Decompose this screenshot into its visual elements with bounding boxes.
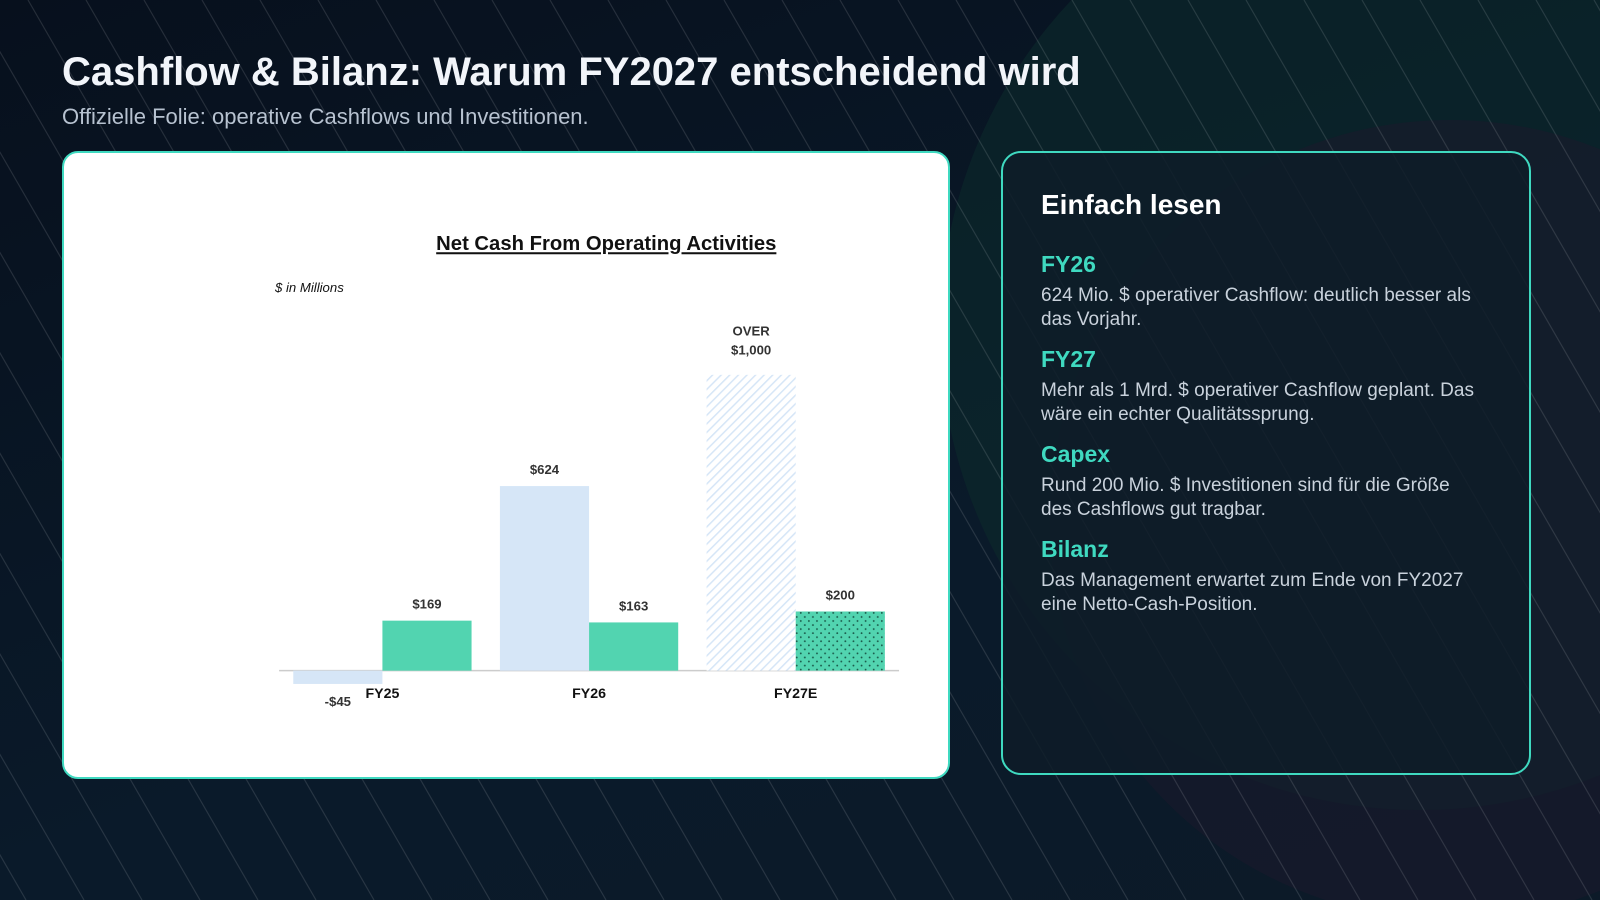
bar <box>382 620 472 671</box>
subtitle: Offizielle Folie: operative Cashflows un… <box>62 104 589 129</box>
summary-panel: Einfach lesen FY26 624 Mio. $ operativer … <box>1001 151 1531 775</box>
bar <box>293 670 383 684</box>
x-tick-label: FY27E <box>774 686 817 702</box>
bar <box>795 611 885 671</box>
summary-item: FY27 Mehr als 1 Mrd. $ operativer Cashflo… <box>1041 346 1491 427</box>
summary-item: FY26 624 Mio. $ operativer Cashflow: deut… <box>1041 251 1491 332</box>
item-text: Rund 200 Mio. $ Investitionen sind für d… <box>1041 475 1450 520</box>
unit-note: $ in Millions <box>274 280 344 295</box>
bar <box>706 374 796 671</box>
item-text: Das Management erwartet zum Ende von FY2… <box>1041 570 1464 615</box>
value-label: $163 <box>619 598 648 613</box>
x-tick-label: FY25 <box>365 686 399 702</box>
title: Cashflow & Bilanz: Warum FY2027 entschei… <box>62 50 1081 94</box>
value-label: $1,000 <box>731 343 771 358</box>
panel-title: Einfach lesen <box>1041 189 1222 220</box>
item-heading: FY26 <box>1041 251 1096 277</box>
value-label: -$45 <box>325 694 351 709</box>
chart: Net Cash From Operating Activities $ in … <box>274 233 900 709</box>
summary-item: Capex Rund 200 Mio. $ Investitionen sind … <box>1041 441 1491 522</box>
item-heading: Capex <box>1041 441 1111 467</box>
value-label: $624 <box>530 462 560 477</box>
bar <box>589 622 679 671</box>
value-label: OVER <box>732 323 770 338</box>
chart-title: Net Cash From Operating Activities <box>436 233 776 255</box>
summary-item: Bilanz Das Management erwartet zum Ende v… <box>1041 536 1491 617</box>
value-label: $200 <box>826 587 855 602</box>
bar <box>499 486 590 671</box>
item-text: Mehr als 1 Mrd. $ operativer Cashflow ge… <box>1041 380 1474 425</box>
item-heading: FY27 <box>1041 346 1096 372</box>
chart-card: Net Cash From Operating Activities $ in … <box>62 151 950 779</box>
item-heading: Bilanz <box>1041 536 1109 562</box>
value-label: $169 <box>412 596 441 611</box>
item-text: 624 Mio. $ operativer Cashflow: deutlich… <box>1041 285 1471 330</box>
x-tick-label: FY26 <box>572 686 606 702</box>
